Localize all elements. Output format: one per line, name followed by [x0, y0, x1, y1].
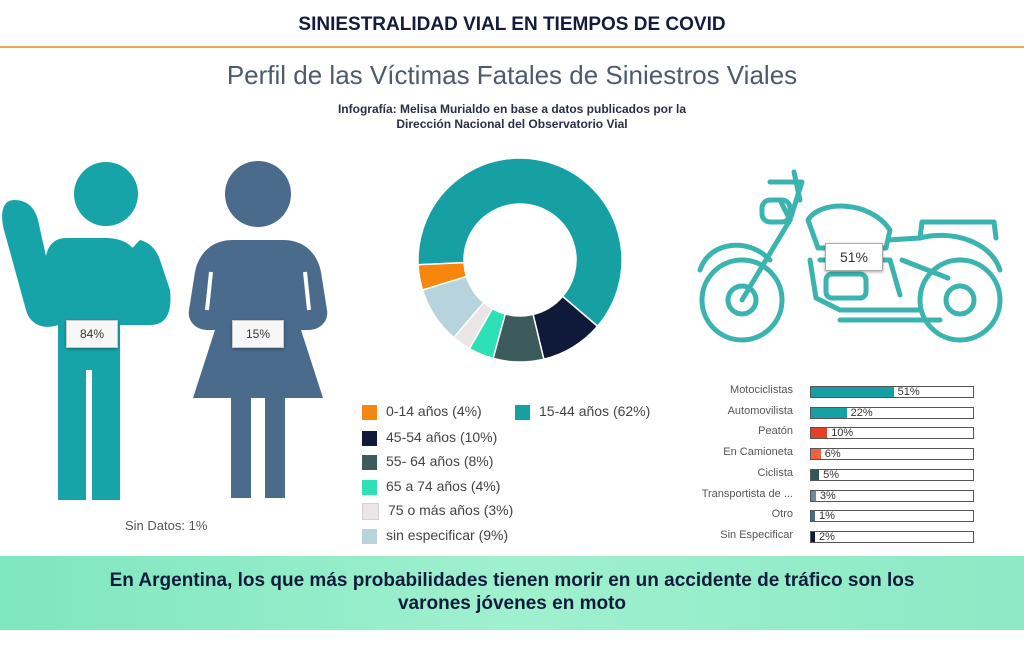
bar-value-6: 1%: [819, 510, 835, 523]
bar-label-3: En Camioneta: [723, 446, 793, 459]
legend-swatch-4: [362, 479, 377, 495]
legend-label-6: sin especificar (9%): [386, 527, 509, 543]
male-percentage-label: 84%: [66, 320, 118, 348]
legend-swatch-6: [362, 528, 377, 544]
bar-value-0: 51%: [897, 386, 920, 398]
footer-line-1: En Argentina, los que más probabilidades…: [109, 570, 915, 591]
page-subtitle: Infografía: Melisa Murialdo en base a da…: [0, 102, 1024, 132]
male-figure-icon: [2, 162, 171, 500]
bar-label-2: Peatón: [758, 425, 793, 438]
bar-label-1: Automovilista: [727, 404, 793, 417]
header-title: SINIESTRALIDAD VIAL EN TIEMPOS DE COVID: [298, 14, 726, 35]
female-percentage-label: 15%: [232, 320, 284, 348]
bar-track-5: 3%: [810, 489, 974, 502]
bar-track-0: 51%: [810, 386, 974, 398]
bar-track-4: 5%: [810, 468, 974, 481]
bar-track-3: 6%: [810, 448, 974, 461]
bar-track-2: 10%: [810, 427, 974, 440]
legend-item-3: 55- 64 años (8%): [362, 452, 493, 470]
bar-value-7: 2%: [819, 530, 835, 543]
subtitle-line-2: Dirección Nacional del Observatorio Vial: [396, 117, 628, 131]
bar-track-1: 22%: [810, 406, 974, 419]
legend-item-2: 45-54 años (10%): [362, 428, 497, 446]
legend-label-5: 75 o más años (3%): [388, 502, 514, 518]
subtitle-line-1: Infografía: Melisa Murialdo en base a da…: [337, 102, 687, 116]
bar-fill-3: [811, 449, 821, 460]
legend-item-0: 0-14 años (4%): [362, 402, 482, 420]
bar-value-1: 22%: [850, 406, 873, 419]
footer-band: [0, 556, 1024, 630]
donut-slice-1: [417, 157, 623, 328]
legend-swatch-5: [362, 502, 379, 520]
legend-item-6: sin especificar (9%): [362, 526, 508, 544]
bar-fill-6: [811, 511, 815, 522]
legend-item-5: 75 o más años (3%): [362, 501, 514, 520]
footer-message: En Argentina, los que más probabilidades…: [20, 569, 1004, 615]
legend-swatch-1: [515, 404, 530, 420]
legend-label-2: 45-54 años (10%): [386, 429, 498, 445]
bar-track-7: 2%: [810, 530, 974, 543]
footer-line-2: varones jóvenes en moto: [397, 593, 627, 614]
bar-label-5: Transportista de ...: [701, 487, 793, 500]
legend-label-3: 55- 64 años (8%): [386, 453, 494, 469]
age-donut-chart: [417, 157, 623, 363]
bar-fill-5: [811, 490, 816, 501]
bar-fill-2: [811, 428, 828, 439]
motorcycle-percentage-label: 51%: [825, 243, 883, 271]
legend-label-4: 65 a 74 años (4%): [386, 478, 501, 494]
bar-track-6: 1%: [810, 510, 974, 523]
legend-item-4: 65 a 74 años (4%): [362, 477, 500, 495]
bar-fill-1: [811, 407, 847, 418]
bar-value-4: 5%: [823, 468, 839, 481]
female-figure-icon: [188, 161, 328, 498]
bar-value-2: 10%: [831, 427, 854, 440]
bar-label-6: Otro: [771, 508, 793, 521]
bar-label-0: Motociclistas: [730, 384, 793, 396]
legend-swatch-3: [362, 454, 377, 470]
legend-item-1: 15-44 años (62%): [515, 402, 650, 420]
legend-label-1: 15-44 años (62%): [539, 403, 651, 419]
no-data-label: Sin Datos: 1%: [125, 518, 208, 533]
legend-swatch-2: [362, 430, 377, 446]
bar-value-3: 6%: [824, 448, 841, 461]
bar-fill-7: [811, 531, 815, 542]
bar-label-4: Ciclista: [757, 466, 793, 479]
header-divider: [0, 46, 1024, 48]
bar-value-5: 3%: [819, 489, 836, 502]
donut-slice-0: [417, 261, 468, 291]
bar-label-7: Sin Especificar: [720, 528, 793, 541]
legend-swatch-0: [362, 404, 377, 420]
page-title: Perfil de las Víctimas Fatales de Sinies…: [226, 60, 798, 90]
legend-label-0: 0-14 años (4%): [386, 403, 482, 419]
bar-fill-0: [811, 387, 894, 397]
bar-fill-4: [811, 469, 820, 480]
